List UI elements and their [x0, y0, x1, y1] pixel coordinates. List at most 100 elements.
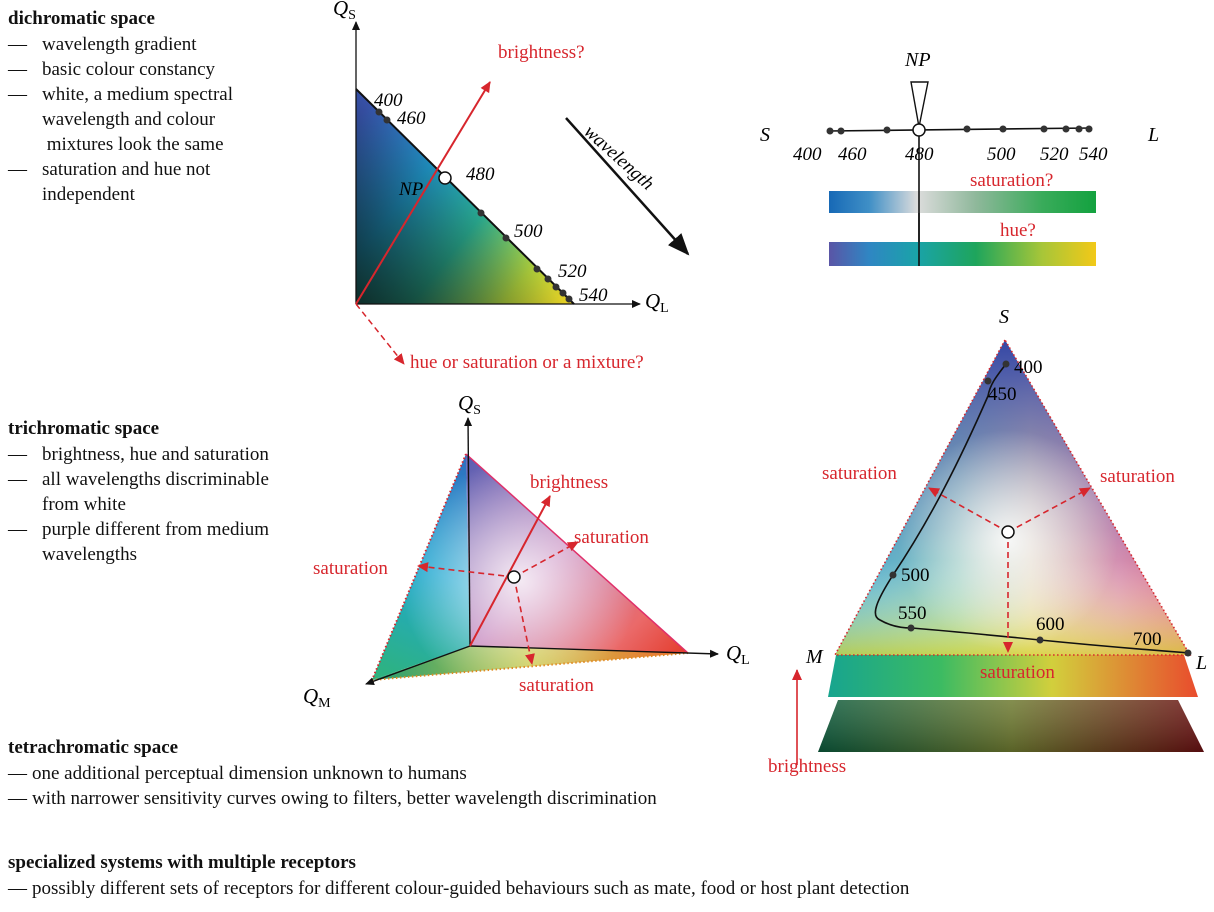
list-item: — basic colour constancy — [8, 59, 216, 80]
locus-point — [1036, 636, 1044, 644]
wavelength-tick-label: 460 — [397, 108, 426, 129]
qs-axis — [464, 417, 473, 647]
locus-point — [1002, 360, 1010, 368]
wavelength-tick-label: 540 — [579, 285, 608, 306]
s-label: S — [760, 124, 770, 146]
line-point — [883, 126, 891, 134]
line-point — [837, 127, 845, 135]
neutral-point — [438, 171, 452, 185]
np-label: NP — [904, 49, 931, 71]
wavelength-arrow — [565, 117, 690, 256]
saturation-question-label: saturation? — [970, 170, 1053, 191]
brightness-arrow — [469, 495, 551, 647]
saturation-bar — [829, 191, 1096, 213]
tetrachromatic-title: tetrachromatic space — [8, 737, 179, 758]
wavelength-tick-label: 450 — [988, 384, 1017, 405]
mid-band — [828, 655, 1198, 697]
list-item: — purple different from medium wavelength… — [8, 519, 270, 565]
locus-point — [533, 265, 541, 273]
white-point — [507, 570, 521, 584]
tetrachromatic-section: tetrachromatic space — one additional per… — [8, 737, 657, 811]
brightness-arrow — [355, 81, 491, 305]
wavelength-tick-label: 500 — [901, 565, 930, 586]
wavelength-tick-label: 400 — [793, 144, 822, 165]
saturation-arrow — [513, 541, 579, 578]
locus-point — [544, 275, 552, 283]
ql-axis-label: QL — [645, 289, 669, 316]
line-diagram: NP S L 400 460 480 500 520 540 saturatio… — [760, 49, 1159, 266]
saturation-label: saturation — [1100, 466, 1175, 487]
list-item: — saturation and hue not independent — [8, 159, 211, 205]
dichromatic-plot: QS QL brightness? NP wavelength hue or s… — [333, 0, 690, 373]
hue-question-label: hue? — [1000, 220, 1036, 241]
white-point — [1001, 525, 1015, 539]
wavelength-tick-label: 480 — [466, 164, 495, 185]
saturation-label: saturation — [313, 558, 388, 579]
list-item: — with narrower sensitivity curves owing … — [8, 788, 657, 809]
line-point — [1040, 125, 1048, 133]
saturation-label: saturation — [980, 662, 1055, 683]
saturation-label: saturation — [519, 675, 594, 696]
wavelength-tick-label: 540 — [1079, 144, 1108, 165]
wavelength-tick-label: 520 — [558, 261, 587, 282]
qm-axis-label: QM — [303, 684, 331, 711]
line-point — [1075, 125, 1083, 133]
spectral-line — [827, 127, 1092, 132]
qs-axis-label: QS — [458, 391, 481, 418]
locus-point — [1184, 649, 1192, 657]
saturation-label: saturation — [822, 463, 897, 484]
wavelength-tick-label: 400 — [374, 90, 403, 111]
locus-point — [889, 571, 897, 579]
mixture-question-label: hue or saturation or a mixture? — [410, 352, 644, 373]
list-item: — white, a medium spectral wavelength and… — [8, 84, 233, 155]
wavelength-tick-label: 520 — [1040, 144, 1069, 165]
wavelength-tick-label: 700 — [1133, 629, 1162, 650]
specialized-section: specialized systems with multiple recept… — [8, 852, 909, 901]
list-item: — all wavelengths discriminable from whit… — [8, 469, 269, 515]
locus-point — [559, 289, 567, 297]
triangle-plot: S M L 400 450 500 550 600 700 saturation… — [768, 306, 1207, 777]
list-item: — possibly different sets of receptors fo… — [8, 878, 910, 899]
hue-bar — [829, 242, 1096, 266]
tetra-edge — [371, 652, 689, 681]
locus-point — [477, 209, 485, 217]
line-point — [1062, 125, 1070, 133]
spectral-locus — [874, 363, 1191, 654]
list-item: — wavelength gradient — [8, 34, 197, 55]
trichromatic-section: trichromatic space — brightness, hue and … — [8, 418, 269, 567]
saturation-arrow — [1007, 487, 1091, 533]
neutral-point — [912, 123, 926, 137]
wavelength-tick-label: 550 — [898, 603, 927, 624]
brightness-label: brightness — [768, 756, 846, 777]
mixture-arrow — [355, 303, 405, 365]
m-vertex-label: M — [805, 646, 824, 668]
l-label: L — [1147, 124, 1159, 146]
trichromatic-title: trichromatic space — [8, 418, 160, 439]
locus-point — [907, 624, 915, 632]
qs-axis-label: QS — [333, 0, 356, 23]
saturation-arrow — [513, 576, 535, 665]
wavelength-tick-label: 600 — [1036, 614, 1065, 635]
ql-axis — [469, 645, 719, 658]
saturation-arrow — [928, 487, 1009, 533]
locus-point — [383, 116, 391, 124]
saturation-label: saturation — [574, 527, 649, 548]
list-item: — one additional perceptual dimension unk… — [8, 763, 467, 784]
trichromatic-plot: QS QL QM brightness saturation saturatio… — [303, 391, 750, 711]
brightness-question-label: brightness? — [498, 42, 585, 63]
locus-point — [502, 234, 510, 242]
locus-point — [375, 108, 383, 116]
list-item: — brightness, hue and saturation — [8, 444, 269, 465]
brightness-label: brightness — [530, 472, 608, 493]
wavelength-tick-label: 500 — [987, 144, 1016, 165]
l-vertex-label: L — [1195, 652, 1207, 674]
np-label: NP — [398, 179, 424, 200]
wavelength-label: wavelength — [580, 121, 658, 195]
neutral-point-marker — [910, 81, 929, 128]
qm-axis — [365, 645, 471, 686]
wavelength-tick-label: 400 — [1014, 357, 1043, 378]
locus-point — [552, 283, 560, 291]
s-vertex-label: S — [999, 306, 1009, 328]
dichromatic-title: dichromatic space — [8, 8, 155, 29]
